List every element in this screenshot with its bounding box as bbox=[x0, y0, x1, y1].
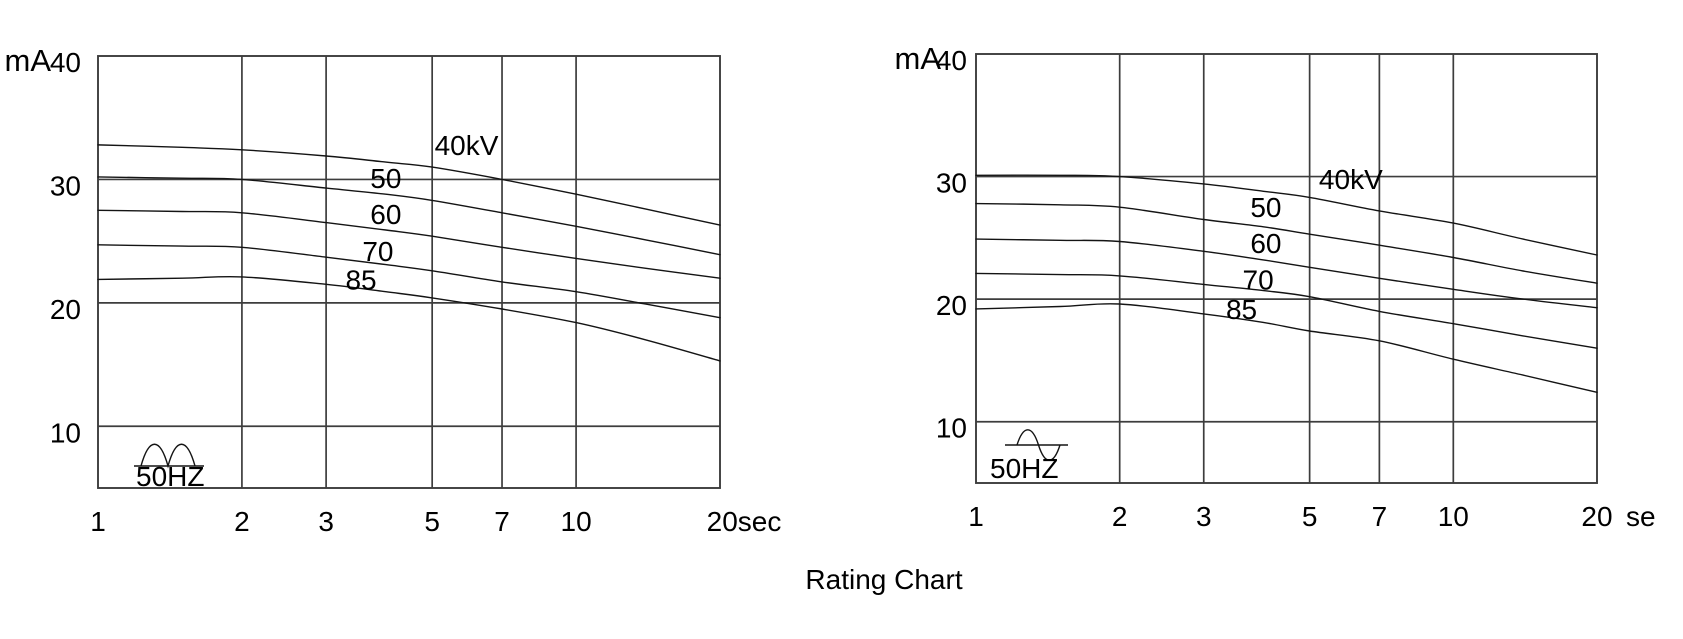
curve-85 bbox=[975, 303, 1598, 393]
curve-50 bbox=[975, 202, 1598, 284]
curve-label-60: 60 bbox=[370, 199, 401, 230]
frequency-label: 50HZ bbox=[136, 461, 204, 492]
full-wave-rectified-waveform-icon bbox=[140, 443, 196, 469]
y-axis-unit: mA bbox=[5, 43, 52, 78]
sine-waveform-icon bbox=[1016, 429, 1061, 461]
x-tick-label: 2 bbox=[1112, 501, 1128, 532]
curve-85 bbox=[97, 275, 721, 362]
curve-40kV bbox=[975, 174, 1598, 256]
x-tick-label: 1 bbox=[90, 506, 106, 537]
curve-label-60: 60 bbox=[1250, 228, 1281, 259]
x-tick-label: 1 bbox=[968, 501, 984, 532]
y-tick-label: 20 bbox=[50, 294, 81, 325]
x-tick-label: 5 bbox=[1302, 501, 1318, 532]
x-axis-unit-suffix: se bbox=[1626, 501, 1656, 532]
frequency-label: 50HZ bbox=[990, 453, 1058, 484]
y-tick-label: 40 bbox=[936, 45, 967, 76]
plot-border bbox=[97, 55, 721, 489]
figure-title: Rating Chart bbox=[805, 564, 963, 595]
plot-border bbox=[975, 53, 1598, 484]
curve-label-40kV: 40kV bbox=[435, 130, 499, 161]
curve-60 bbox=[975, 238, 1598, 309]
x-tick-label: 7 bbox=[1372, 501, 1388, 532]
curve-50 bbox=[97, 176, 721, 256]
curve-70 bbox=[97, 244, 721, 319]
y-tick-label: 20 bbox=[936, 290, 967, 321]
curve-label-50: 50 bbox=[1250, 192, 1281, 223]
curve-40kV bbox=[97, 144, 721, 226]
x-tick-label: 20 bbox=[1581, 501, 1612, 532]
y-axis-unit: mA bbox=[895, 41, 942, 76]
x-tick-label: 10 bbox=[561, 506, 592, 537]
x-tick-label: 3 bbox=[318, 506, 334, 537]
y-tick-label: 30 bbox=[936, 168, 967, 199]
y-tick-label: 30 bbox=[50, 170, 81, 201]
y-tick-label: 10 bbox=[936, 413, 967, 444]
y-tick-label: 40 bbox=[50, 47, 81, 78]
x-tick-label: 10 bbox=[1438, 501, 1469, 532]
x-tick-label: 20sec bbox=[707, 506, 782, 537]
curve-60 bbox=[97, 209, 721, 279]
curve-label-40kV: 40kV bbox=[1319, 164, 1383, 195]
curve-label-85: 85 bbox=[1226, 294, 1257, 325]
x-tick-label: 2 bbox=[234, 506, 250, 537]
curve-label-50: 50 bbox=[370, 163, 401, 194]
curve-label-70: 70 bbox=[1243, 265, 1274, 296]
y-tick-label: 10 bbox=[50, 417, 81, 448]
curve-70 bbox=[975, 272, 1598, 349]
curve-label-70: 70 bbox=[362, 236, 393, 267]
x-tick-label: 5 bbox=[424, 506, 440, 537]
curve-label-85: 85 bbox=[345, 264, 376, 295]
x-tick-label: 3 bbox=[1196, 501, 1212, 532]
x-tick-label: 7 bbox=[494, 506, 510, 537]
